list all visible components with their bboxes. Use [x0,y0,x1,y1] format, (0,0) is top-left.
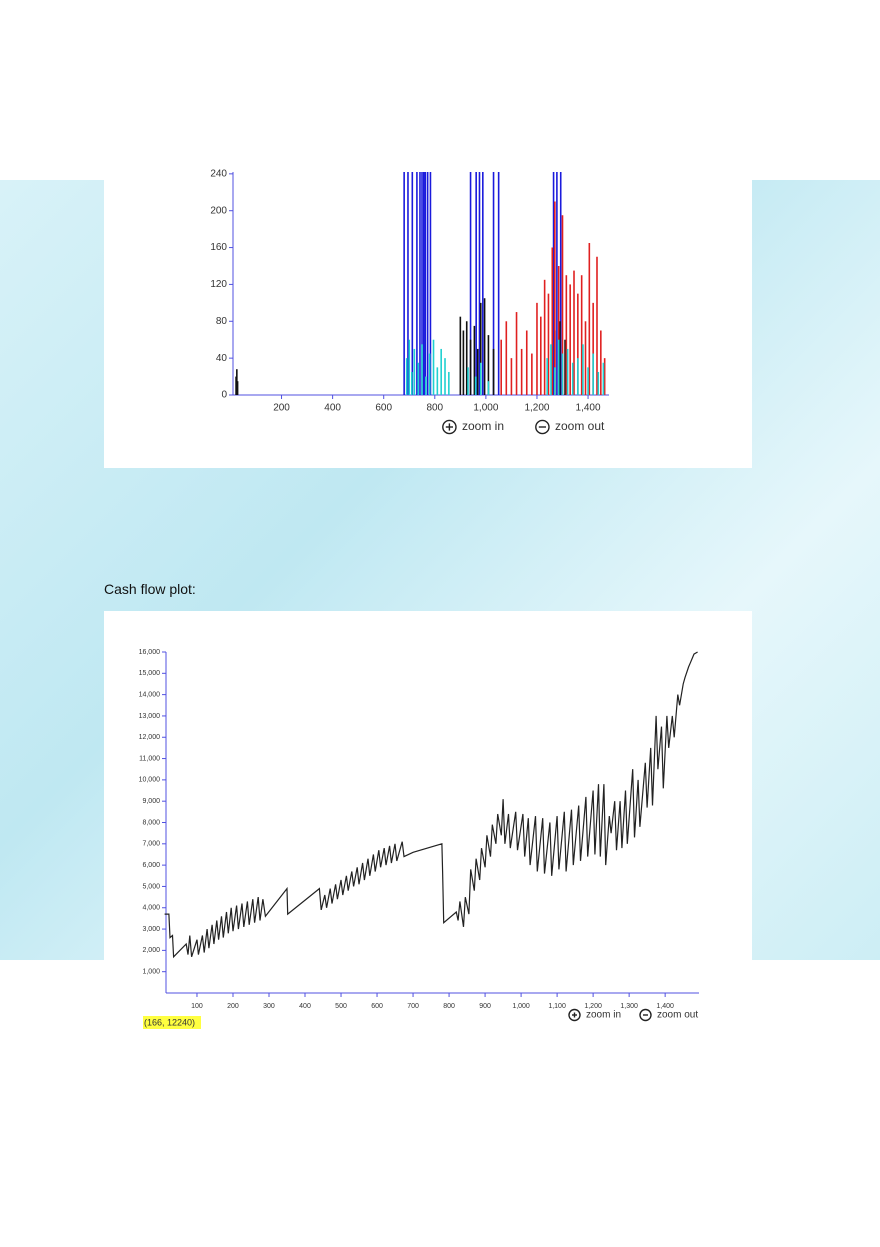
y-tick-label: 120 [210,279,227,290]
y-tick-label: 240 [210,168,227,179]
x-tick-label: 100 [191,1003,203,1010]
x-tick-label: 1,000 [473,403,498,414]
y-tick-label: 5,000 [142,883,160,890]
y-tick-label: 10,000 [139,777,161,784]
chart-panel [104,611,752,1041]
x-tick-label: 1,200 [584,1003,602,1010]
x-tick-label: 700 [407,1003,419,1010]
y-tick-label: 12,000 [139,734,161,741]
y-tick-label: 4,000 [142,905,160,912]
x-tick-label: 1,400 [576,403,601,414]
x-tick-label: 400 [299,1003,311,1010]
x-tick-label: 600 [371,1003,383,1010]
plot-area [235,172,606,395]
zoom-in[interactable]: zoom in [462,419,504,433]
y-tick-label: 16,000 [139,649,161,656]
y-tick-label: 160 [210,242,227,253]
y-tick-label: 3,000 [142,926,160,933]
x-tick-label: 800 [443,1003,455,1010]
x-tick-label: 1,000 [512,1003,530,1010]
y-tick-label: 11,000 [139,755,160,762]
readout-highlight [143,1016,201,1029]
x-tick-label: 400 [324,403,341,414]
x-tick-label: 200 [227,1003,239,1010]
caption: Cash flow plot: [104,581,196,597]
zoom-out[interactable]: zoom out [657,1010,698,1021]
y-tick-label: 1,000 [142,969,160,976]
zoom-in[interactable]: zoom in [586,1010,621,1021]
y-tick-label: 2,000 [142,947,160,954]
y-tick-label: 40 [216,353,228,364]
y-tick-label: 14,000 [139,691,161,698]
y-tick-label: 0 [221,390,227,401]
x-tick-label: 1,300 [620,1003,638,1010]
x-tick-label: 1,100 [548,1003,566,1010]
x-tick-label: 300 [263,1003,275,1010]
zoom-icon [639,1008,652,1022]
zoom-icon [535,419,550,435]
y-tick-label: 9,000 [142,798,160,805]
y-tick-label: 15,000 [139,670,161,677]
zoom-icon [568,1008,581,1022]
readout: (166, 12240) [144,1017,195,1027]
y-tick-label: 200 [210,205,227,216]
x-tick-label: 800 [426,403,443,414]
y-tick-label: 6,000 [142,862,160,869]
x-tick-label: 1,400 [656,1003,674,1010]
zoom-out[interactable]: zoom out [555,419,605,433]
x-tick-label: 600 [375,403,392,414]
x-tick-label: 900 [479,1003,491,1010]
zoom-icon [442,419,457,435]
y-tick-label: 7,000 [142,841,160,848]
x-tick-label: 500 [335,1003,347,1010]
x-tick-label: 200 [273,403,290,414]
x-tick-label: 1,200 [524,403,549,414]
y-tick-label: 80 [216,316,228,327]
y-tick-label: 8,000 [142,819,160,826]
y-tick-label: 13,000 [139,713,161,720]
cash-line [164,651,698,959]
